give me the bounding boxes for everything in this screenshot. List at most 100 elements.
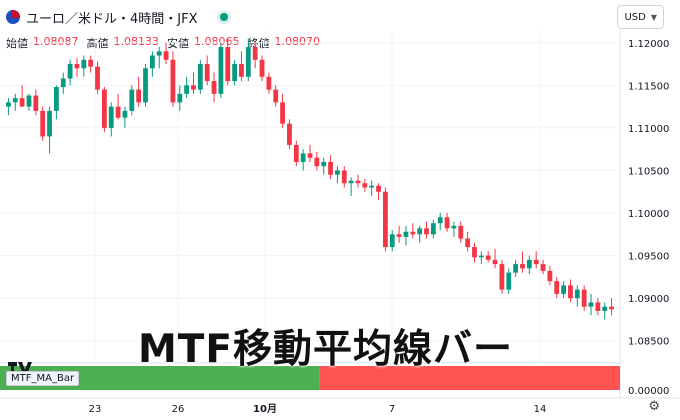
candle-body: [232, 64, 238, 82]
ohlc-legend: 始値 1.08087 高値 1.08133 安値 1.08065 終値 1.08070: [6, 35, 323, 51]
candle-body: [163, 51, 169, 60]
candle-body: [143, 68, 148, 103]
candle-body: [47, 110, 52, 137]
ohlc-open-value: 1.08087: [33, 35, 79, 48]
candle: [163, 42, 169, 65]
candle-body: [609, 306, 614, 310]
candle-body: [478, 255, 484, 258]
currency-label: USD: [624, 11, 646, 23]
candle-body: [472, 247, 477, 258]
candle: [191, 72, 196, 94]
candle-body: [40, 110, 46, 137]
candle: [574, 285, 580, 307]
candle: [410, 223, 416, 239]
candle-body: [108, 106, 114, 128]
candle: [328, 155, 333, 179]
candle-body: [307, 153, 313, 158]
price-axis-label: 1.11500: [628, 81, 669, 92]
time-axis-label: 7: [389, 404, 395, 415]
candle: [568, 279, 573, 303]
candle: [252, 42, 258, 69]
candle: [396, 225, 402, 243]
candle: [602, 302, 608, 320]
candle-body: [211, 81, 217, 94]
indicator-label[interactable]: MTF_MA_Bar: [6, 371, 80, 386]
candle-body: [581, 289, 587, 307]
chart-header[interactable]: ユーロ／米ドル・4時間・JFX: [6, 7, 228, 27]
candle-body: [280, 102, 285, 124]
candle-body: [410, 231, 416, 235]
candle: [376, 183, 381, 201]
candle: [218, 42, 224, 99]
candle-body: [561, 285, 566, 294]
ohlc-high-label: 高値: [86, 37, 109, 50]
candle-body: [540, 264, 546, 271]
candle: [211, 72, 217, 103]
price-axis-label: 1.10500: [628, 166, 669, 177]
candle: [184, 76, 190, 99]
candle: [341, 166, 347, 188]
symbol-title[interactable]: ユーロ／米ドル・4時間・JFX: [26, 11, 198, 27]
candle: [499, 259, 505, 294]
candle: [280, 93, 285, 128]
candle-body: [451, 225, 457, 229]
candle: [581, 285, 587, 311]
candle-body: [492, 259, 498, 265]
candle-body: [335, 170, 340, 175]
candle: [26, 93, 32, 111]
candle-body: [273, 89, 279, 103]
candle: [554, 276, 560, 299]
candle-body: [506, 272, 512, 290]
candle-body: [19, 98, 25, 107]
candle: [403, 225, 409, 246]
candle-body: [33, 95, 39, 111]
time-axis-label: 10月: [253, 403, 277, 415]
candle: [472, 242, 477, 263]
candle-body: [341, 170, 347, 184]
candle: [12, 93, 18, 111]
candle-body: [520, 264, 525, 269]
candle: [293, 140, 299, 167]
candle: [115, 93, 121, 120]
candle-body: [88, 59, 94, 67]
candle: [451, 221, 457, 237]
candle-body: [430, 223, 436, 235]
candle-body: [74, 64, 80, 69]
candle-body: [547, 270, 553, 282]
candle: [40, 106, 46, 141]
candle-body: [293, 144, 299, 162]
candle-body: [403, 231, 409, 237]
candle: [369, 180, 375, 196]
candle: [540, 259, 546, 275]
candle-body: [595, 302, 601, 311]
candle: [526, 255, 532, 275]
candle: [122, 106, 128, 128]
candle: [314, 151, 320, 171]
candle-body: [574, 289, 580, 299]
candle: [266, 72, 272, 94]
time-axis-label: 26: [172, 404, 185, 415]
candle-body: [26, 95, 32, 107]
candle-body: [204, 64, 210, 82]
gear-icon[interactable]: ⚙: [648, 399, 660, 414]
candle-body: [252, 47, 258, 60]
candle-body: [177, 93, 183, 103]
candle: [143, 64, 148, 107]
candle-body: [328, 161, 333, 175]
candle-body: [424, 228, 429, 235]
candle-body: [122, 110, 128, 118]
chevron-down-icon: ▼: [650, 12, 657, 22]
candle: [595, 298, 601, 316]
currency-selector[interactable]: USD ▼: [617, 5, 664, 29]
candle-body: [149, 55, 155, 69]
candle-body: [101, 89, 107, 128]
candle: [478, 251, 484, 265]
candle-body: [376, 185, 381, 192]
candle-body: [355, 180, 361, 184]
candle: [67, 59, 73, 86]
candle: [273, 85, 279, 107]
candle-body: [554, 281, 560, 294]
candle: [259, 55, 265, 82]
candle-body: [54, 87, 59, 111]
